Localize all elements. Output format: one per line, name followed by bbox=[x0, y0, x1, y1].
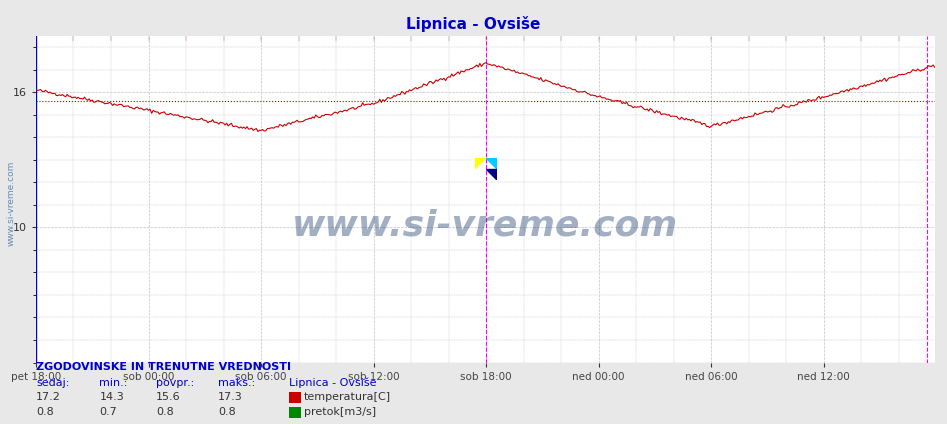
Text: min.:: min.: bbox=[99, 378, 128, 388]
Text: temperatura[C]: temperatura[C] bbox=[304, 392, 391, 402]
Text: 0.8: 0.8 bbox=[218, 407, 236, 417]
Text: 0.8: 0.8 bbox=[36, 407, 54, 417]
Text: www.si-vreme.com: www.si-vreme.com bbox=[7, 161, 16, 246]
Text: Lipnica - Ovsiše: Lipnica - Ovsiše bbox=[289, 377, 376, 388]
Polygon shape bbox=[486, 158, 497, 169]
Text: pretok[m3/s]: pretok[m3/s] bbox=[304, 407, 376, 417]
Text: ZGODOVINSKE IN TRENUTNE VREDNOSTI: ZGODOVINSKE IN TRENUTNE VREDNOSTI bbox=[36, 362, 291, 372]
Polygon shape bbox=[474, 158, 486, 169]
Text: povpr.:: povpr.: bbox=[156, 378, 194, 388]
Text: 17.2: 17.2 bbox=[36, 392, 61, 402]
Polygon shape bbox=[486, 169, 497, 180]
Text: Lipnica - Ovsiše: Lipnica - Ovsiše bbox=[406, 16, 541, 32]
Text: 14.3: 14.3 bbox=[99, 392, 124, 402]
Text: maks.:: maks.: bbox=[218, 378, 255, 388]
Text: 0.8: 0.8 bbox=[156, 407, 174, 417]
Text: 17.3: 17.3 bbox=[218, 392, 242, 402]
Text: www.si-vreme.com: www.si-vreme.com bbox=[293, 209, 678, 243]
Text: 0.7: 0.7 bbox=[99, 407, 117, 417]
Text: 15.6: 15.6 bbox=[156, 392, 181, 402]
Text: sedaj:: sedaj: bbox=[36, 378, 69, 388]
